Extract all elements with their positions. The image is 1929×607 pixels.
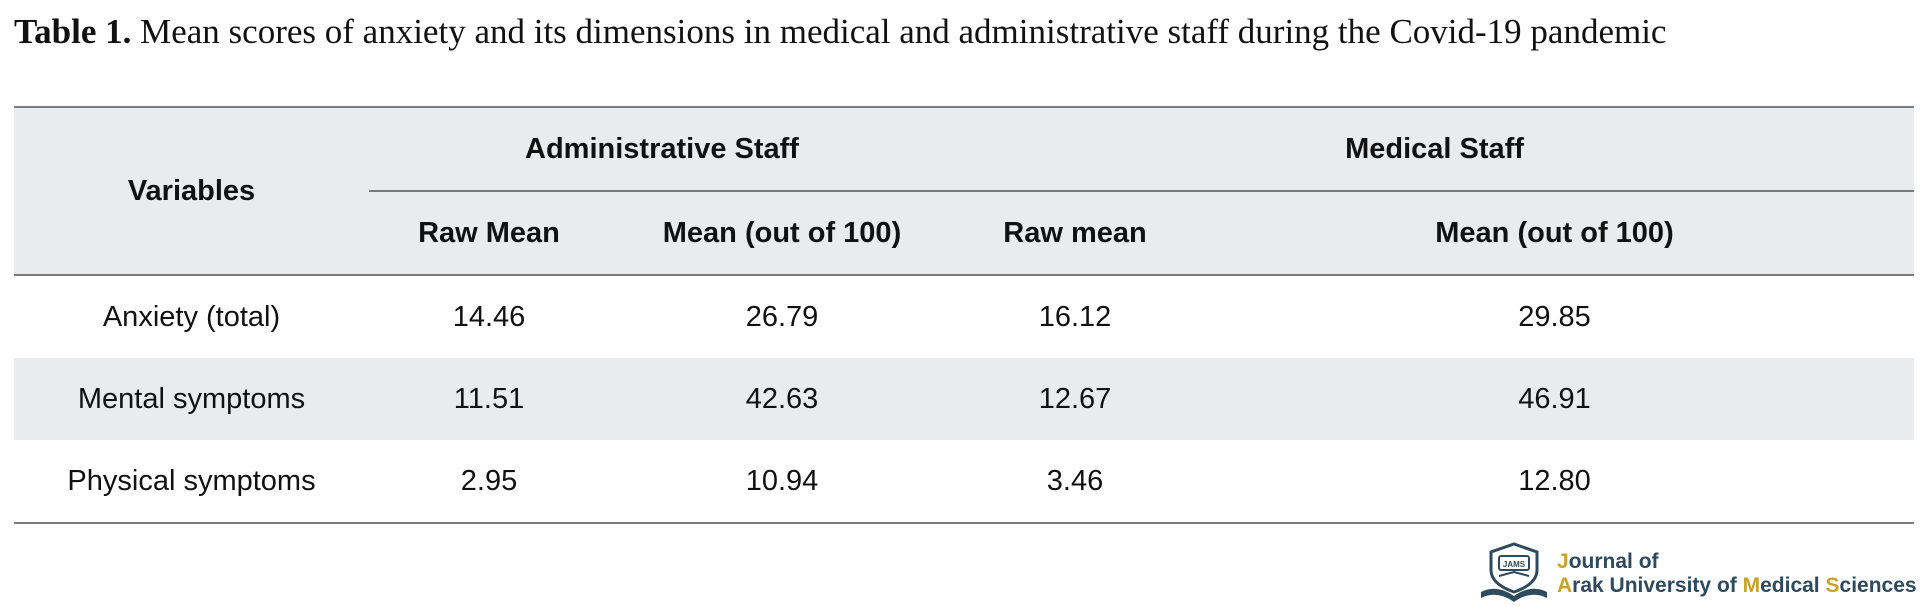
- table-cell: 14.46: [452, 300, 526, 333]
- emblem-text: JAMS: [1503, 560, 1526, 569]
- table-cell: 12.67: [955, 358, 1195, 440]
- anxiety-scores-table: Variables Administrative Staff Medical S…: [14, 106, 1914, 524]
- table-cell: 10.94: [745, 464, 819, 497]
- table-cell: 29.85: [1518, 300, 1591, 333]
- row-label: Anxiety (total): [102, 300, 281, 333]
- table-cell: 11.51: [369, 358, 609, 440]
- caption-label: Table 1.: [14, 12, 132, 51]
- subheader-admin-raw-mean: Raw Mean: [369, 190, 609, 275]
- table-cell: 12.80: [1518, 464, 1591, 497]
- subheader-medical-raw-mean: Raw mean: [955, 190, 1195, 275]
- group-header-administrative: Administrative Staff: [369, 107, 955, 191]
- journal-name-line2: Arak University of Medical Sciences: [1557, 574, 1917, 597]
- table-cell: 46.91: [1195, 358, 1914, 440]
- table-cell: 3.46: [1046, 464, 1104, 497]
- table-caption: Table 1. Mean scores of anxiety and its …: [14, 12, 1666, 52]
- table-row: Mental symptoms 11.51 42.63 12.67 46.91: [14, 358, 1914, 440]
- table-cell: 2.95: [460, 464, 518, 497]
- table-cell: 26.79: [745, 300, 819, 333]
- journal-name: Journal of Arak University of Medical Sc…: [1557, 550, 1917, 598]
- table-row: Anxiety (total) 14.46 26.79 16.12 29.85: [14, 275, 1914, 358]
- journal-emblem-icon: JAMS: [1481, 542, 1547, 602]
- journal-logo: JAMS Journal of Arak University of Medic…: [1477, 540, 1917, 604]
- row-label: Physical symptoms: [67, 464, 316, 497]
- row-label: Mental symptoms: [14, 358, 369, 440]
- journal-name-line1: Journal of: [1557, 550, 1659, 573]
- table-cell: 42.63: [609, 358, 955, 440]
- variables-header: Variables: [14, 107, 369, 275]
- caption-text: Mean scores of anxiety and its dimension…: [140, 12, 1667, 51]
- subheader-medical-mean-100: Mean (out of 100): [1195, 190, 1914, 275]
- table-cell: 16.12: [1038, 300, 1112, 333]
- subheader-admin-mean-100: Mean (out of 100): [609, 190, 955, 275]
- table-row: Physical symptoms 2.95 10.94 3.46 12.80: [14, 440, 1914, 523]
- group-header-medical: Medical Staff: [955, 107, 1914, 191]
